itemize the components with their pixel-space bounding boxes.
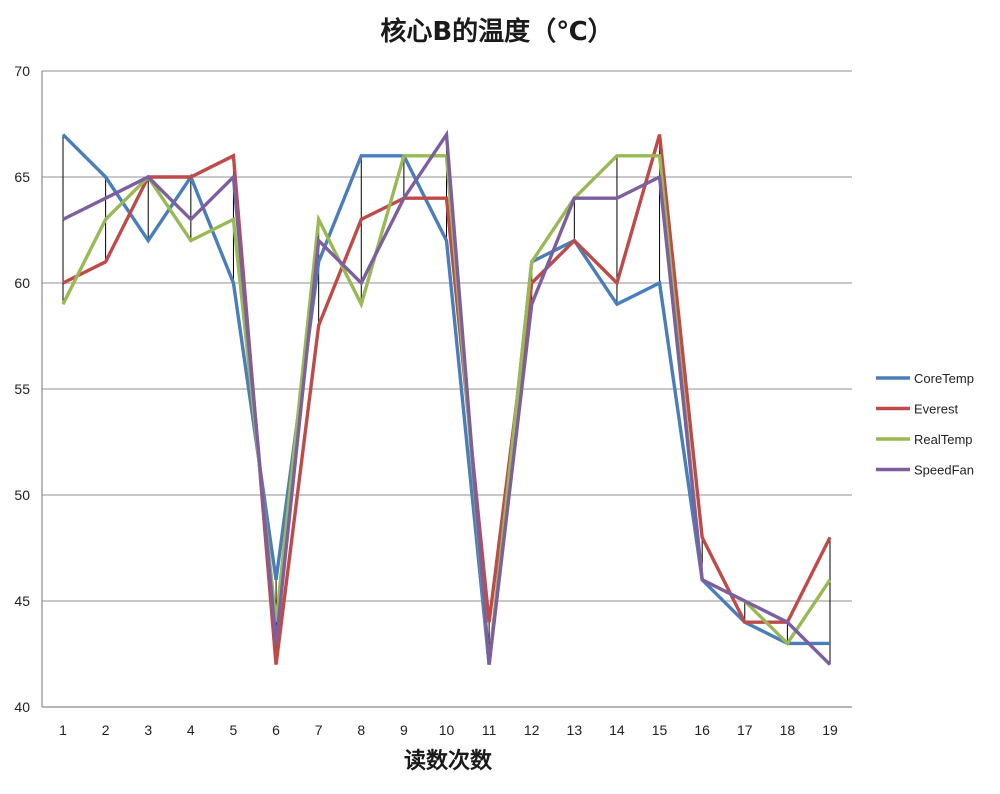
x-tick-label: 12 [524, 722, 540, 738]
y-tick-label: 70 [14, 63, 30, 79]
x-tick-label: 7 [315, 722, 323, 738]
x-tick-label: 15 [652, 722, 668, 738]
legend-label: SpeedFan [914, 463, 974, 478]
series-line-everest [62, 134, 832, 665]
x-tick-label: 10 [439, 722, 455, 738]
y-tick-label: 45 [14, 593, 30, 609]
legend-label: CoreTemp [914, 371, 974, 386]
x-tick-label: 19 [822, 722, 838, 738]
series-layer [61, 129, 832, 666]
y-tick-label: 55 [14, 381, 30, 397]
x-tick-label: 3 [144, 722, 152, 738]
x-tick-label: 13 [567, 722, 583, 738]
x-tick-label: 18 [780, 722, 796, 738]
x-tick-label: 17 [737, 722, 753, 738]
chart-title: 核心B的温度（℃） [380, 16, 613, 47]
y-tick-label: 65 [14, 169, 30, 185]
y-axis-ticks: 40 45 50 55 60 65 70 [14, 63, 30, 715]
x-tick-label: 1 [59, 722, 67, 738]
series-line-speedfan [62, 129, 832, 666]
y-tick-label: 50 [14, 487, 30, 503]
y-tick-label: 60 [14, 275, 30, 291]
x-tick-label: 8 [357, 722, 365, 738]
y-tick-label: 40 [14, 699, 30, 715]
x-tick-label: 16 [694, 722, 710, 738]
x-tick-label: 6 [272, 722, 280, 738]
x-axis-ticks: 1 2 3 4 5 6 7 8 9 10 11 12 13 14 15 16 17 18 19 [59, 722, 838, 738]
legend: CoreTemp Everest RealTemp SpeedFan [876, 371, 974, 478]
x-tick-label: 9 [400, 722, 408, 738]
x-tick-label: 4 [187, 722, 195, 738]
legend-label: Everest [914, 402, 958, 417]
x-tick-label: 2 [102, 722, 110, 738]
x-tick-label: 5 [230, 722, 238, 738]
x-tick-label: 11 [482, 722, 497, 738]
x-tick-label: 14 [609, 722, 625, 738]
x-axis-label: 读数次数 [404, 748, 493, 774]
legend-label: RealTemp [914, 432, 973, 447]
